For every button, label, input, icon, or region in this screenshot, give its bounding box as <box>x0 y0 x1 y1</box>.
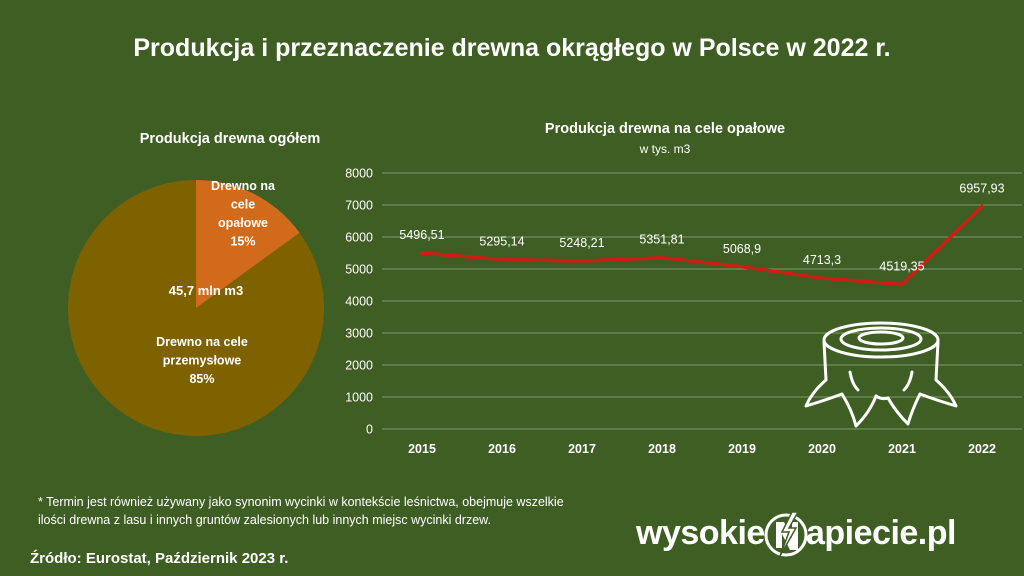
x-axis-ticks: 2015 2016 2017 2018 2019 2020 2021 2022 <box>408 442 996 456</box>
y-tick-label: 3000 <box>345 327 373 341</box>
y-tick-label: 1000 <box>345 391 373 405</box>
x-tick-label: 2019 <box>728 442 756 456</box>
brand-logo: wysokie apiecie.pl <box>636 510 986 560</box>
y-tick-label: 0 <box>366 423 373 437</box>
pie-label-line: Drewno na cele <box>156 335 248 349</box>
x-tick-label: 2020 <box>808 442 836 456</box>
line-chart-title: Produkcja drewna na cele opałowe <box>544 121 786 137</box>
y-tick-label: 2000 <box>345 359 373 373</box>
pie-label-line: przemysłowe <box>163 354 242 368</box>
y-tick-label: 5000 <box>345 263 373 277</box>
source-note: Źródło: Eurostat, Październik 2023 r. <box>30 550 289 567</box>
footnote-line: * Termin jest również używany jako synon… <box>38 495 564 509</box>
pie-label-line: opałowe <box>218 216 268 230</box>
x-tick-label: 2016 <box>488 442 516 456</box>
y-axis-ticks: 0 1000 2000 3000 4000 5000 6000 7000 8000 <box>345 167 373 437</box>
brand-text-right: apiecie.pl <box>806 514 956 552</box>
footnote: * Termin jest również używany jako synon… <box>38 493 638 529</box>
grid-lines <box>382 172 1022 430</box>
data-label: 5068,9 <box>723 242 761 256</box>
pie-slice-opalowe-label: Drewno na cele opałowe 15% <box>211 179 276 249</box>
pie-slice-opalowe <box>196 180 300 308</box>
x-tick-label: 2017 <box>568 442 596 456</box>
pie-slice-przemyslowe <box>67 180 324 437</box>
pie-label-line: 15% <box>230 235 255 249</box>
data-label: 5351,81 <box>639 233 684 247</box>
brand-text-left: wysokie <box>636 514 765 552</box>
y-tick-label: 7000 <box>345 199 373 213</box>
pie-slice-przemyslowe-label: Drewno na cele przemysłowe 85% <box>156 335 248 386</box>
x-tick-label: 2015 <box>408 442 436 456</box>
page-title: Produkcja i przeznaczenie drewna okrągłe… <box>133 34 891 62</box>
data-labels: 5496,51 5295,14 5248,21 5351,81 5068,9 4713,3… <box>399 181 1004 273</box>
pie-label-line: Drewno na <box>211 179 276 193</box>
data-label: 5248,21 <box>559 236 604 250</box>
x-tick-label: 2022 <box>968 442 996 456</box>
pie-label-line: 85% <box>189 372 214 386</box>
data-label: 6957,93 <box>959 181 1004 195</box>
pie-chart-title: Produkcja drewna ogółem <box>139 131 321 147</box>
series-line <box>420 204 984 287</box>
data-label: 4519,35 <box>879 259 924 273</box>
pie-chart: Drewno na cele opałowe 15% 45,7 mln m3 Drew… <box>67 179 324 437</box>
data-label: 4713,3 <box>803 253 841 267</box>
footnote-line: ilości drewna z lasu i innych gruntów za… <box>38 513 491 527</box>
data-label: 5295,14 <box>479 235 524 249</box>
pie-label-line: cele <box>231 198 255 212</box>
x-tick-label: 2021 <box>888 442 916 456</box>
tree-stump-icon <box>804 321 958 428</box>
pie-center-label: 45,7 mln m3 <box>169 283 243 298</box>
y-tick-label: 6000 <box>345 231 373 245</box>
x-tick-label: 2018 <box>648 442 676 456</box>
lightning-n-icon <box>764 511 808 557</box>
y-tick-label: 8000 <box>345 167 373 181</box>
data-label: 5496,51 <box>399 228 444 242</box>
y-tick-label: 4000 <box>345 295 373 309</box>
line-chart-subtitle: w tys. m3 <box>639 142 691 156</box>
